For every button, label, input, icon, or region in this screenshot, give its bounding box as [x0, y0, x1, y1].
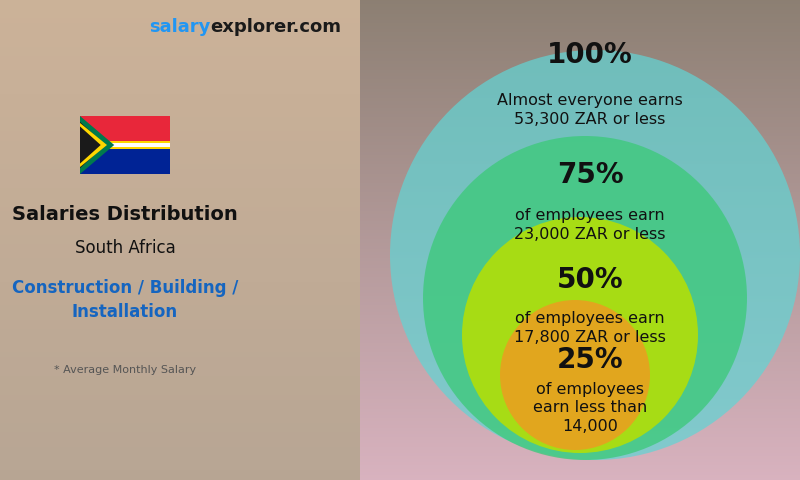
Text: 25%: 25%	[557, 346, 623, 374]
Circle shape	[462, 217, 698, 453]
Bar	[107, 142, 170, 145]
Polygon shape	[80, 116, 114, 174]
Text: of employees earn
23,000 ZAR or less: of employees earn 23,000 ZAR or less	[514, 208, 666, 242]
Bar	[80, 116, 170, 142]
Text: of employees
earn less than
14,000: of employees earn less than 14,000	[533, 382, 647, 434]
Bar	[80, 148, 170, 174]
Text: * Average Monthly Salary: * Average Monthly Salary	[54, 365, 196, 375]
Text: explorer.com: explorer.com	[210, 18, 341, 36]
Bar	[107, 145, 170, 148]
Text: Salaries Distribution: Salaries Distribution	[12, 205, 238, 225]
Text: 50%: 50%	[557, 266, 623, 294]
Text: 100%: 100%	[547, 41, 633, 69]
Text: of employees earn
17,800 ZAR or less: of employees earn 17,800 ZAR or less	[514, 311, 666, 345]
Text: salary: salary	[149, 18, 210, 36]
Text: South Africa: South Africa	[74, 239, 175, 257]
Text: 75%: 75%	[557, 161, 623, 189]
Polygon shape	[80, 123, 107, 167]
Polygon shape	[80, 122, 106, 168]
Circle shape	[390, 50, 800, 460]
Text: Construction / Building /
Installation: Construction / Building / Installation	[12, 279, 238, 321]
Text: Almost everyone earns
53,300 ZAR or less: Almost everyone earns 53,300 ZAR or less	[497, 93, 683, 127]
Circle shape	[500, 300, 650, 450]
Bar	[107, 147, 170, 149]
Circle shape	[423, 136, 747, 460]
Bar	[107, 141, 170, 143]
